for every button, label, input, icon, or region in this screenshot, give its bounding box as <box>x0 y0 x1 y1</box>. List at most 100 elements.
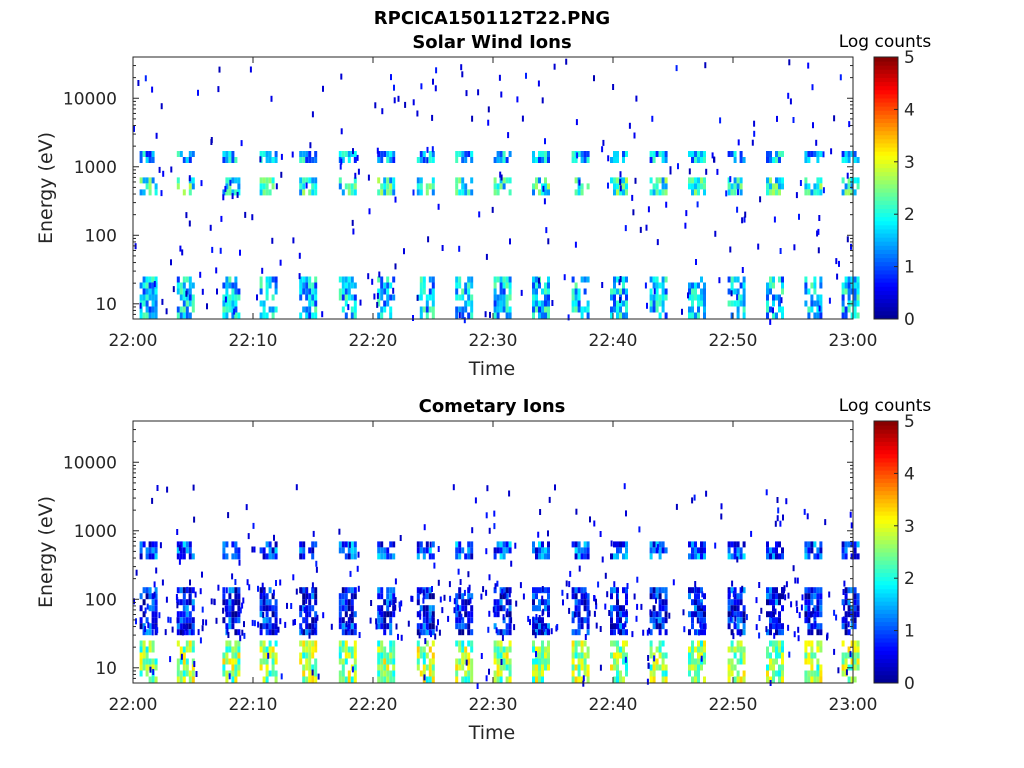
heatmap-cell <box>458 276 462 283</box>
heatmap-cell <box>455 306 459 313</box>
heatmap-cell <box>428 276 432 283</box>
heatmap-cell <box>505 652 509 659</box>
heatmap-cell <box>485 548 488 555</box>
heatmap-cell <box>622 676 625 683</box>
heatmap-cell <box>853 306 857 313</box>
heatmap-cell <box>353 547 357 554</box>
heatmap-cell <box>583 151 587 157</box>
heatmap-cell <box>703 300 706 307</box>
heatmap-cell <box>182 547 186 554</box>
heatmap-cell <box>781 652 784 659</box>
heatmap-cell <box>178 558 181 565</box>
heatmap-cell <box>383 629 387 636</box>
heatmap-cell <box>182 676 186 683</box>
heatmap-cell <box>613 652 616 659</box>
heatmap-cell <box>496 646 500 653</box>
heatmap-cell <box>856 541 860 548</box>
heatmap-cell <box>498 74 501 81</box>
heatmap-cell <box>502 183 506 190</box>
heatmap-cell <box>688 629 691 636</box>
heatmap-cell <box>268 623 272 630</box>
heatmap-cell <box>819 300 823 307</box>
heatmap-cell <box>467 288 471 295</box>
heatmap-cell <box>664 652 668 659</box>
colorbar-tick-label: 3 <box>904 153 915 173</box>
heatmap-cell <box>769 617 772 624</box>
heatmap-cell <box>819 593 823 600</box>
heatmap-cell <box>547 238 550 245</box>
heatmap-cell <box>259 300 263 307</box>
heatmap-cell <box>691 611 694 618</box>
heatmap-cell <box>353 593 357 600</box>
heatmap-cell <box>625 599 628 606</box>
heatmap-cell <box>279 579 282 586</box>
heatmap-cell <box>428 294 432 301</box>
heatmap-cell <box>778 553 781 560</box>
colorbar-segment <box>874 678 898 684</box>
heatmap-cell <box>577 670 581 677</box>
heatmap-cell <box>625 294 628 301</box>
heatmap-cell <box>412 315 414 321</box>
heatmap-cell <box>428 151 432 157</box>
heatmap-cell <box>816 183 820 190</box>
heatmap-cell <box>778 157 781 163</box>
heatmap-cell <box>535 177 538 184</box>
heatmap-cell <box>467 652 471 659</box>
heatmap-cell <box>547 288 550 295</box>
heatmap-cell <box>846 172 849 179</box>
heatmap-cell <box>622 189 625 196</box>
heatmap-cell <box>508 312 512 319</box>
heatmap-cell <box>659 605 662 611</box>
heatmap-cell <box>779 248 782 254</box>
heatmap-cell <box>625 288 628 295</box>
heatmap-cell <box>610 312 613 319</box>
heatmap-cell <box>569 570 572 577</box>
heatmap-cell <box>813 652 817 659</box>
heatmap-cell <box>222 189 226 196</box>
heatmap-cell <box>566 593 569 600</box>
heatmap-cell <box>237 658 241 665</box>
heatmap-cell <box>302 547 306 554</box>
heatmap-cell <box>458 593 462 600</box>
heatmap-cell <box>810 640 814 647</box>
heatmap-cell <box>201 606 204 613</box>
heatmap-cell <box>225 177 229 184</box>
heatmap-cell <box>610 629 613 636</box>
heatmap-cell <box>661 623 665 630</box>
heatmap-cell <box>538 623 541 630</box>
heatmap-cell <box>580 587 584 594</box>
heatmap-cell <box>844 547 848 554</box>
heatmap-cell <box>347 553 351 560</box>
heatmap-cell <box>568 581 571 588</box>
heatmap-cell <box>314 599 318 606</box>
heatmap-cell <box>619 547 622 554</box>
x-tick-label: 22:10 <box>229 695 278 715</box>
heatmap-cell <box>431 177 435 184</box>
heatmap-cell <box>619 312 622 319</box>
heatmap-cell <box>374 102 377 109</box>
heatmap-cell <box>341 646 345 653</box>
heatmap-cell <box>788 59 791 66</box>
heatmap-cell <box>299 547 303 554</box>
heatmap-cell <box>422 553 426 560</box>
colorbar-segment <box>874 482 898 487</box>
heatmap-cell <box>571 587 575 594</box>
heatmap-cell <box>841 151 845 157</box>
heatmap-cell <box>477 89 480 96</box>
heatmap-cell <box>299 605 303 612</box>
heatmap-cell <box>243 621 245 628</box>
heatmap-cell <box>182 276 186 283</box>
heatmap-cell <box>810 282 814 289</box>
heatmap-cell <box>185 547 189 554</box>
heatmap-cell <box>461 664 465 671</box>
heatmap-cell <box>736 177 740 184</box>
heatmap-cell <box>574 541 578 548</box>
heatmap-cell <box>191 587 195 594</box>
heatmap-cell <box>773 216 776 223</box>
heatmap-cell <box>772 307 774 314</box>
heatmap-cell <box>151 294 155 301</box>
heatmap-cell <box>302 617 306 624</box>
heatmap-cell <box>778 652 781 659</box>
colorbar-segment <box>874 208 898 214</box>
heatmap-cell <box>736 276 740 283</box>
